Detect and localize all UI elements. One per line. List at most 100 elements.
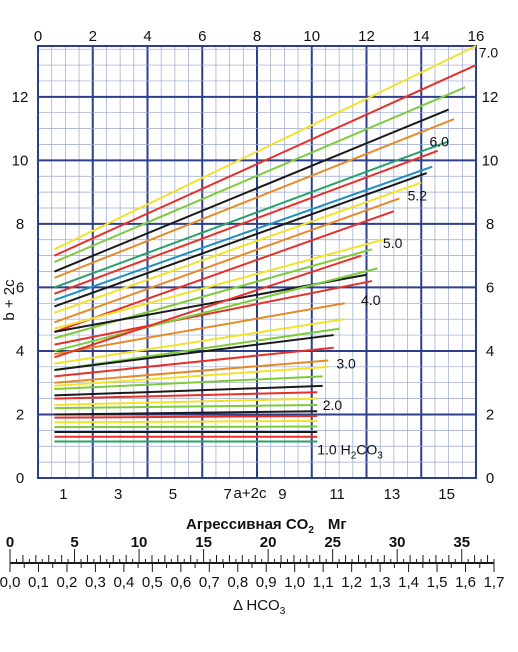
series-line-22 [54, 334, 334, 371]
x-axis-label: a+2c [234, 485, 267, 502]
hco3-tick-label: 0,1 [28, 574, 49, 591]
hco3-tick-label: 0,0 [0, 574, 20, 591]
series-line-1 [53, 45, 477, 251]
top-tick-label: 0 [34, 28, 42, 45]
co2-tick-label: 30 [389, 534, 406, 551]
co2-tick-label: 15 [195, 534, 212, 551]
hco3-tick-label: 1,0 [284, 574, 305, 591]
hco3-tick-label: 1,6 [455, 574, 476, 591]
series-line-19 [54, 254, 362, 359]
hco3-label: Δ HCO3 [233, 597, 286, 617]
left-tick-label: 10 [12, 152, 29, 169]
series-line-3 [54, 86, 466, 263]
left-tick-label: 12 [12, 89, 29, 106]
top-tick-label: 2 [89, 28, 97, 45]
hco3-tick-label: 1,5 [427, 574, 448, 591]
series-line-14 [54, 248, 373, 340]
series-line-29 [54, 397, 318, 406]
series-line-32 [54, 415, 318, 419]
hco3-tick-label: 1,4 [398, 574, 419, 591]
co2-caption: Агрессивная CO2 Мг [186, 516, 347, 536]
right-tick-label: 4 [486, 343, 494, 360]
series-line-12 [54, 210, 395, 333]
left-tick-label: 0 [16, 470, 24, 487]
plot-frame [37, 45, 477, 479]
top-tick-label: 8 [253, 28, 261, 45]
plot-grid [37, 45, 477, 479]
left-tick-label: 8 [16, 216, 24, 233]
top-tick-label: 12 [358, 28, 375, 45]
bottom-tick-label: 13 [384, 486, 401, 503]
bottom-tick-label: 5 [169, 486, 177, 503]
curve-label: 1.0 H2CO3 [317, 441, 383, 461]
right-tick-label: 2 [486, 406, 494, 423]
right-tick-label: 8 [486, 216, 494, 233]
series-line-6 [54, 140, 449, 289]
curve-label: 3.0 [336, 356, 356, 372]
bottom-tick-label: 11 [329, 486, 345, 503]
series-line-4 [54, 108, 450, 273]
series-line-30 [54, 403, 318, 410]
co2-tick-label: 10 [131, 534, 148, 551]
top-tick-label: 10 [303, 28, 320, 45]
co2-tick-label: 25 [324, 534, 341, 551]
bottom-tick-label: 15 [438, 486, 455, 503]
curve-labels: 7.0 6.0 5.2 5.0 4.0 3.0 2.0 1.0 H2CO3 [317, 44, 498, 461]
co2-tick-label: 35 [453, 534, 470, 551]
series-line-33 [54, 419, 318, 424]
series-line-28 [54, 391, 318, 400]
series-line-17 [54, 267, 378, 352]
top-tick-label: 14 [413, 28, 430, 45]
co2-tick-label: 5 [70, 534, 78, 551]
left-tick-label: 4 [16, 343, 24, 360]
series-line-10 [54, 181, 422, 314]
right-tick-label: 12 [482, 89, 499, 106]
series-line-2 [54, 64, 477, 257]
curve-label: 7.0 [479, 44, 499, 60]
bottom-scales: 0 5 10 15 20 25 30 35 0,0 0,1 0,2 0,3 0,4 0,5 0,6 0,7 0,… [0, 534, 504, 591]
top-tick-label: 16 [468, 28, 485, 45]
bottom-tick-label: 1 [59, 486, 67, 503]
bottom-tick-label: 3 [114, 486, 122, 503]
bottom-tick-label: 9 [278, 486, 286, 503]
hco3-tick-label: 0,8 [227, 574, 248, 591]
left-tick-label: 6 [16, 279, 24, 296]
series-line-16 [54, 280, 373, 346]
series-line-13 [54, 238, 384, 330]
hco3-tick-label: 0,5 [142, 574, 163, 591]
hco3-tick-label: 1,3 [370, 574, 391, 591]
hco3-tick-label: 1,1 [313, 574, 334, 591]
right-tick-label: 0 [486, 470, 494, 487]
series-line-25 [54, 365, 329, 387]
hco3-tick-label: 0,9 [256, 574, 277, 591]
hco3-tick-label: 0,7 [199, 574, 220, 591]
curve-label: 5.2 [408, 187, 428, 203]
hco3-tick-label: 0,4 [113, 574, 134, 591]
series-line-24 [54, 359, 329, 384]
co2-tick-label: 20 [260, 534, 277, 551]
series-line-9 [54, 172, 428, 308]
right-tick-label: 10 [482, 152, 499, 169]
series-line-5 [54, 118, 455, 279]
curve-label: 4.0 [361, 292, 381, 308]
series-line-34 [54, 425, 318, 429]
y-axis-label: b + 2c [1, 279, 18, 321]
series-line-8 [54, 165, 433, 302]
curve-label: 6.0 [429, 133, 449, 149]
hco3-tick-label: 0,2 [57, 574, 78, 591]
series-line-20 [54, 318, 345, 365]
top-tick-label: 4 [143, 28, 151, 45]
curve-label: 5.0 [383, 235, 403, 251]
left-tick-label: 2 [16, 406, 24, 423]
series-line-7 [54, 149, 439, 295]
curve-label: 2.0 [323, 397, 343, 413]
series-line-31 [54, 410, 318, 416]
right-tick-label: 6 [486, 279, 494, 296]
co2-tick-label: 0 [6, 534, 14, 551]
hco3-tick-label: 0,3 [85, 574, 106, 591]
series-line-27 [54, 384, 323, 397]
series-line-11 [54, 197, 400, 324]
series-line-26 [54, 375, 323, 391]
